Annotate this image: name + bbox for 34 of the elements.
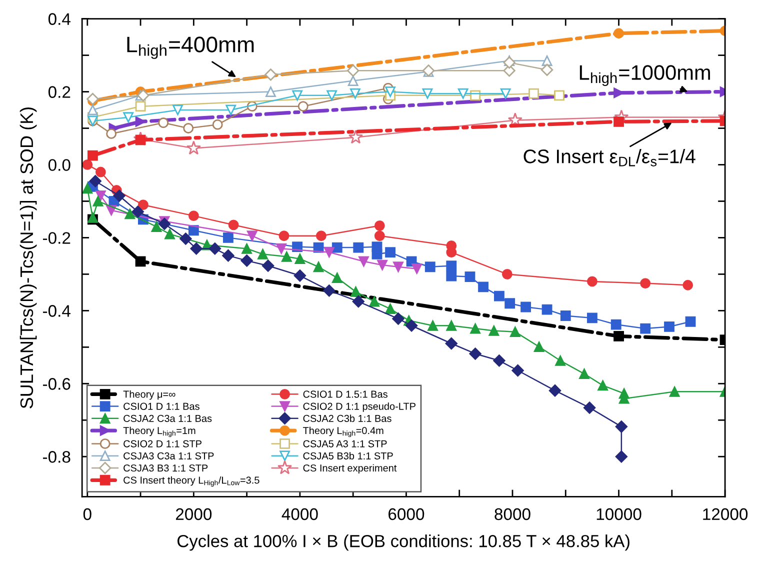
legend-label: CS Insert theory L$_{High}$/L$_{Low}$=3.5 <box>124 476 260 487</box>
legend-label: CSIO1 D 1:1 Bas <box>124 402 200 410</box>
legend-label: CSJA5 A3 1:1 STP <box>303 440 387 448</box>
legend-label: CSJA2 C3b 1:1 Bas <box>303 414 392 422</box>
y-tick-label: 0.0 <box>48 159 70 171</box>
x-axis-title: Cycles at 100% I × B (EOB conditions: 10.85 T × 48.85 kA) <box>177 534 630 551</box>
legend-label: CSIO1 D 1.5:1 Bas <box>303 390 388 398</box>
y-tick-label: -0.8 <box>42 451 70 463</box>
x-tick-label: 8000 <box>494 508 530 520</box>
legend-label: CS Insert experiment <box>303 464 397 474</box>
y-tick-label: -0.4 <box>42 305 70 317</box>
legend-label: CSIO2 D 1:1 pseudo-LTP <box>303 402 416 412</box>
x-tick-label: 6000 <box>388 508 424 520</box>
annotation: L$_{high}$=400mm <box>127 36 254 59</box>
legend-label: Theory L$_{high}$=1m <box>123 426 196 438</box>
y-tick-label: -0.2 <box>42 232 70 244</box>
y-tick-label: -0.6 <box>42 378 70 390</box>
x-tick-label: 2000 <box>176 508 212 520</box>
x-tick-label: 0 <box>83 508 92 520</box>
legend-label: CSJA3 C3a 1:1 STP <box>124 452 214 460</box>
annotation: L$_{high}$=1000mm <box>580 65 710 86</box>
legend-label: CSJA5 B3b 1:1 STP <box>303 452 393 460</box>
x-tick-label: 4000 <box>282 508 318 520</box>
legend-label: CSJA2 C3a 1:1 Bas <box>124 414 212 422</box>
annotation: CS Insert ε$_{DL}$/ε$_{s}$=1/4 <box>524 149 696 166</box>
x-tick-label: 12000 <box>703 508 748 520</box>
legend-label: CSJA3 B3 1:1 STP <box>124 464 208 472</box>
x-tick-label: 10000 <box>596 508 642 520</box>
legend-label: Theory μ=∞ <box>123 390 176 400</box>
y-tick-label: 0.4 <box>48 13 70 25</box>
legend-label: CSIO2 D 1:1 STP <box>124 440 202 448</box>
legend-label: Theory L$_{high}$=0.4m <box>303 426 384 438</box>
y-tick-label: 0.2 <box>48 86 70 98</box>
y-axis-title: SULTAN[Tcs(N)-Tcs(N=1)] at SOD (K) <box>20 107 37 408</box>
